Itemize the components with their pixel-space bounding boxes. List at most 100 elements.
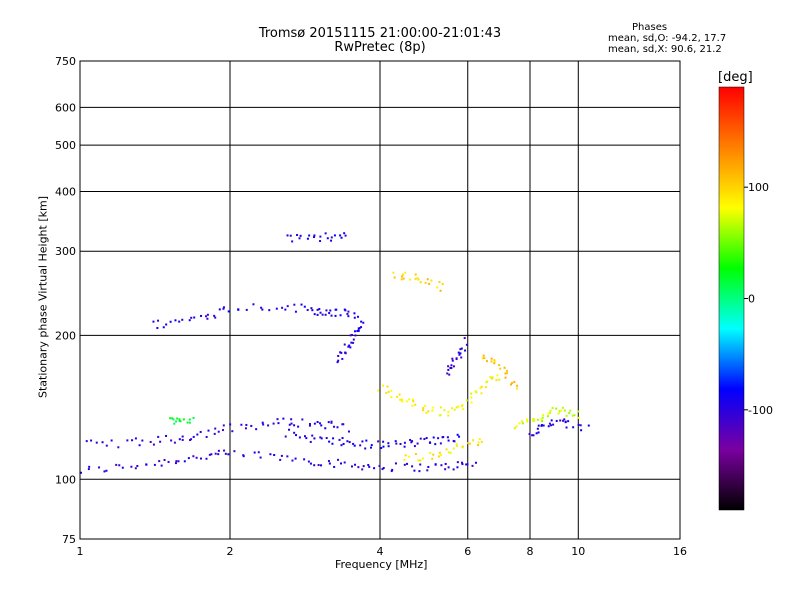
data-point [485,381,488,384]
data-point [549,424,552,427]
data-point [406,462,409,465]
data-point [493,362,496,365]
data-point [461,461,464,464]
data-point [377,389,380,392]
data-point [419,463,422,466]
data-point [293,424,296,427]
data-point [472,439,475,442]
data-point [541,416,544,419]
data-point [362,465,365,468]
data-point [412,400,415,403]
data-point [378,464,381,467]
data-point [303,435,306,438]
data-point [531,434,534,437]
data-point [437,437,440,440]
data-point [357,466,360,469]
data-point [350,341,353,344]
data-point [482,354,485,357]
data-point [325,437,328,440]
data-point [80,471,83,474]
data-point [555,407,558,410]
data-point [316,421,319,424]
data-point [393,276,396,279]
data-point [286,234,289,237]
data-point [463,337,466,340]
data-point [308,424,311,427]
data-point [548,422,551,425]
data-point [387,390,390,393]
data-point [455,357,458,360]
data-point [297,425,300,428]
data-point [261,421,264,424]
data-point [350,465,353,468]
data-point [533,419,536,422]
data-point [134,437,137,440]
data-point [269,453,272,456]
stats-o-mode: mean, sd,O: -94.2, 17.7 [608,33,727,44]
data-point [564,420,567,423]
data-point [214,427,217,430]
data-point [505,372,508,375]
data-point [503,366,506,369]
data-point [580,429,583,432]
data-point [175,460,178,463]
data-point [399,442,402,445]
data-point [337,359,340,362]
colorbar-tick-label: 100 [748,181,769,194]
data-point [510,383,513,386]
data-point [152,443,155,446]
data-point [573,414,576,417]
data-point [431,457,434,460]
data-point [308,234,311,237]
data-point [577,416,580,419]
data-point [344,352,347,355]
data-point [400,278,403,281]
data-point [550,419,553,422]
data-point [410,441,413,444]
data-point [272,422,275,425]
data-point [156,326,159,329]
data-point [309,462,312,465]
data-point [110,439,113,442]
y-tick-label: 600 [55,101,76,114]
data-point [526,418,529,421]
data-point [447,414,450,417]
data-point [357,327,360,330]
y-tick-label: 75 [62,533,76,546]
data-point [339,351,342,354]
y-tick-label: 750 [55,55,76,68]
data-point [335,308,338,311]
data-point [245,308,248,311]
data-point [546,415,549,418]
data-point [360,320,363,323]
data-point [474,461,477,464]
data-point [318,308,321,311]
data-point [339,234,342,237]
data-point [333,425,336,428]
colorbar [718,86,745,511]
data-point [165,323,168,326]
data-point [444,468,447,471]
data-point [354,463,357,466]
data-point [409,438,412,441]
data-point [399,398,402,401]
data-point [170,439,173,442]
data-point [423,438,426,441]
data-point [354,334,357,337]
data-point [403,445,406,448]
data-point [422,407,425,410]
data-point [521,420,524,423]
data-point [439,442,442,445]
data-point [324,232,327,235]
data-point [382,467,385,470]
data-point [424,281,427,284]
data-point [446,372,449,375]
data-point [485,360,488,363]
data-point [330,239,333,242]
data-point [305,437,308,440]
data-point [231,430,234,433]
data-point [475,391,478,394]
data-point [408,455,411,458]
data-point [175,420,178,423]
data-point [451,357,454,360]
